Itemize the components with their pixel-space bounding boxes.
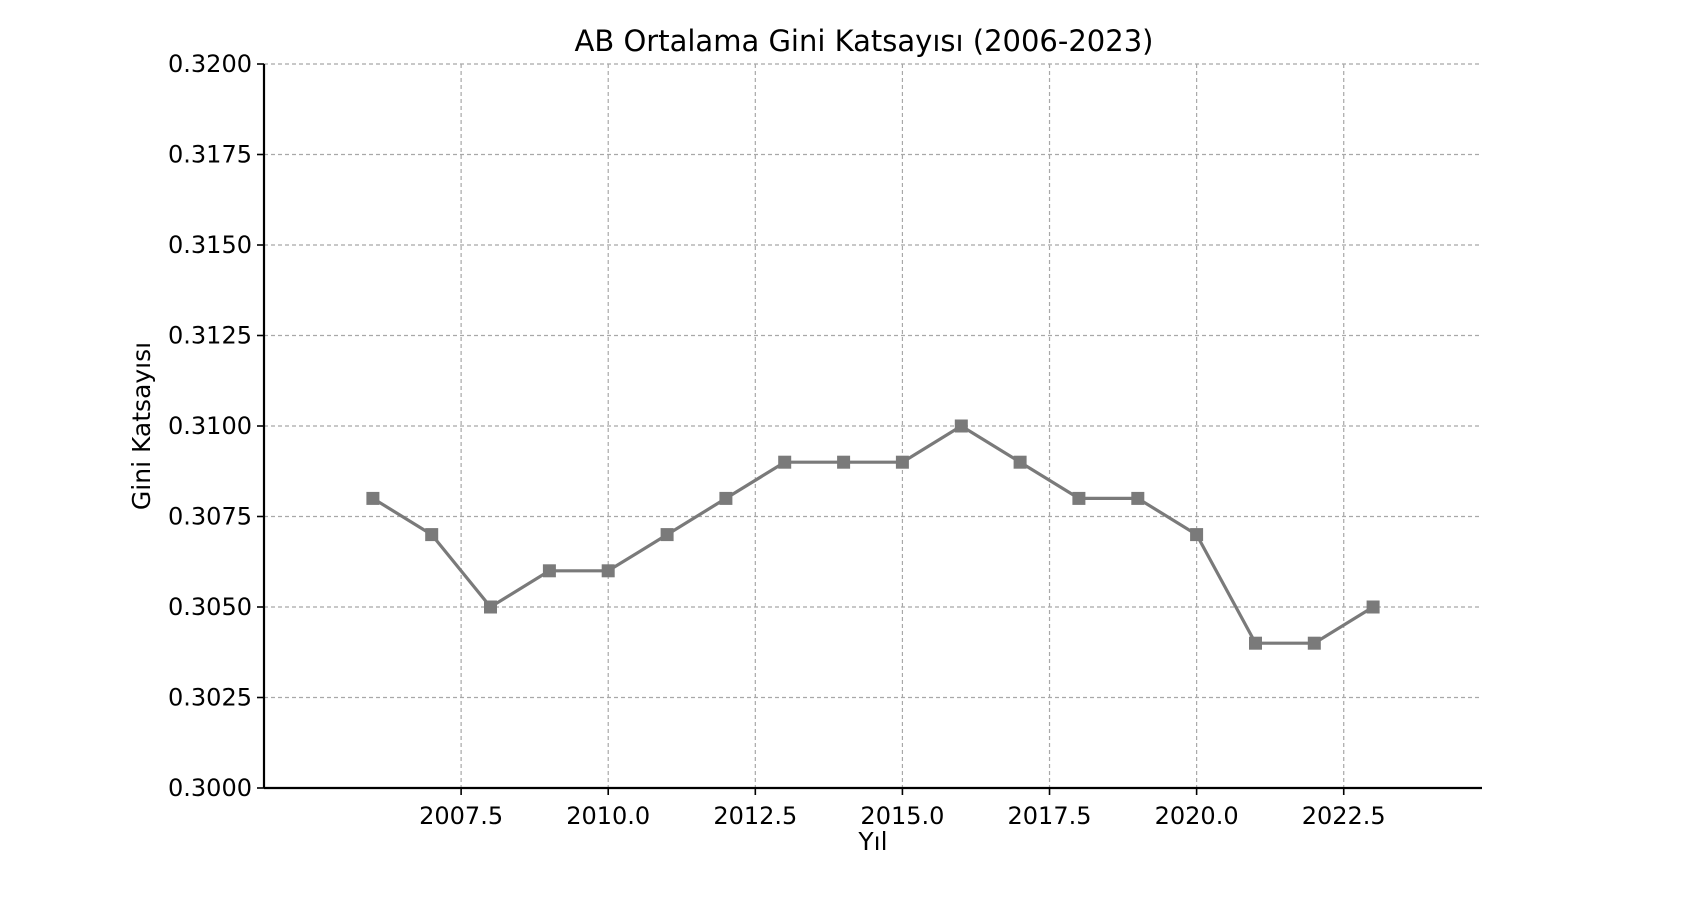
y-tick-label: 0.3050	[168, 593, 252, 621]
series-line	[372, 424, 1374, 645]
x-tick-label: 2020.0	[1155, 802, 1239, 830]
y-tick-label: 0.3100	[168, 412, 252, 440]
data-point-marker	[1366, 600, 1380, 614]
data-point-marker	[954, 419, 968, 433]
series-gini	[366, 419, 1380, 650]
chart-title: AB Ortalama Gini Katsayısı (2006-2023)	[575, 24, 1154, 58]
data-point-marker	[1307, 636, 1321, 650]
x-tick-label: 2017.5	[1008, 802, 1092, 830]
y-tick-label: 0.3075	[168, 503, 252, 531]
grid-lines	[264, 63, 1482, 789]
y-axis-label: Gini Katsayısı	[127, 342, 156, 510]
data-point-marker	[366, 491, 380, 505]
data-point-marker	[1249, 636, 1262, 650]
axis-ticks: 0.3000 0.3025 0.3050 0.3075 0.3100 0.3125 0.31…	[168, 50, 1386, 830]
y-tick-label: 0.3200	[168, 50, 252, 78]
data-point-marker	[484, 600, 497, 614]
data-point-marker	[1013, 455, 1027, 469]
data-point-marker	[425, 528, 439, 542]
y-tick-label: 0.3025	[168, 684, 252, 712]
data-point-marker	[542, 564, 556, 578]
y-tick-label: 0.3150	[168, 231, 252, 259]
x-axis-label: Yıl	[857, 827, 887, 856]
data-point-marker	[601, 564, 615, 578]
data-point-marker	[895, 455, 909, 469]
y-tick-label: 0.3000	[168, 774, 252, 802]
data-point-marker	[837, 455, 851, 469]
x-tick-label: 2007.5	[419, 802, 503, 830]
x-tick-label: 2012.5	[713, 802, 797, 830]
y-tick-label: 0.3125	[168, 322, 252, 350]
x-tick-label: 2015.0	[860, 802, 944, 830]
x-tick-label: 2022.5	[1302, 802, 1386, 830]
data-point-marker	[1131, 491, 1145, 505]
data-point-marker	[778, 455, 792, 469]
data-point-marker	[1072, 491, 1086, 505]
data-point-marker	[1190, 528, 1204, 542]
y-tick-label: 0.3175	[168, 141, 252, 169]
data-point-marker	[719, 491, 733, 505]
x-tick-label: 2010.0	[566, 802, 650, 830]
data-point-marker	[660, 528, 674, 542]
